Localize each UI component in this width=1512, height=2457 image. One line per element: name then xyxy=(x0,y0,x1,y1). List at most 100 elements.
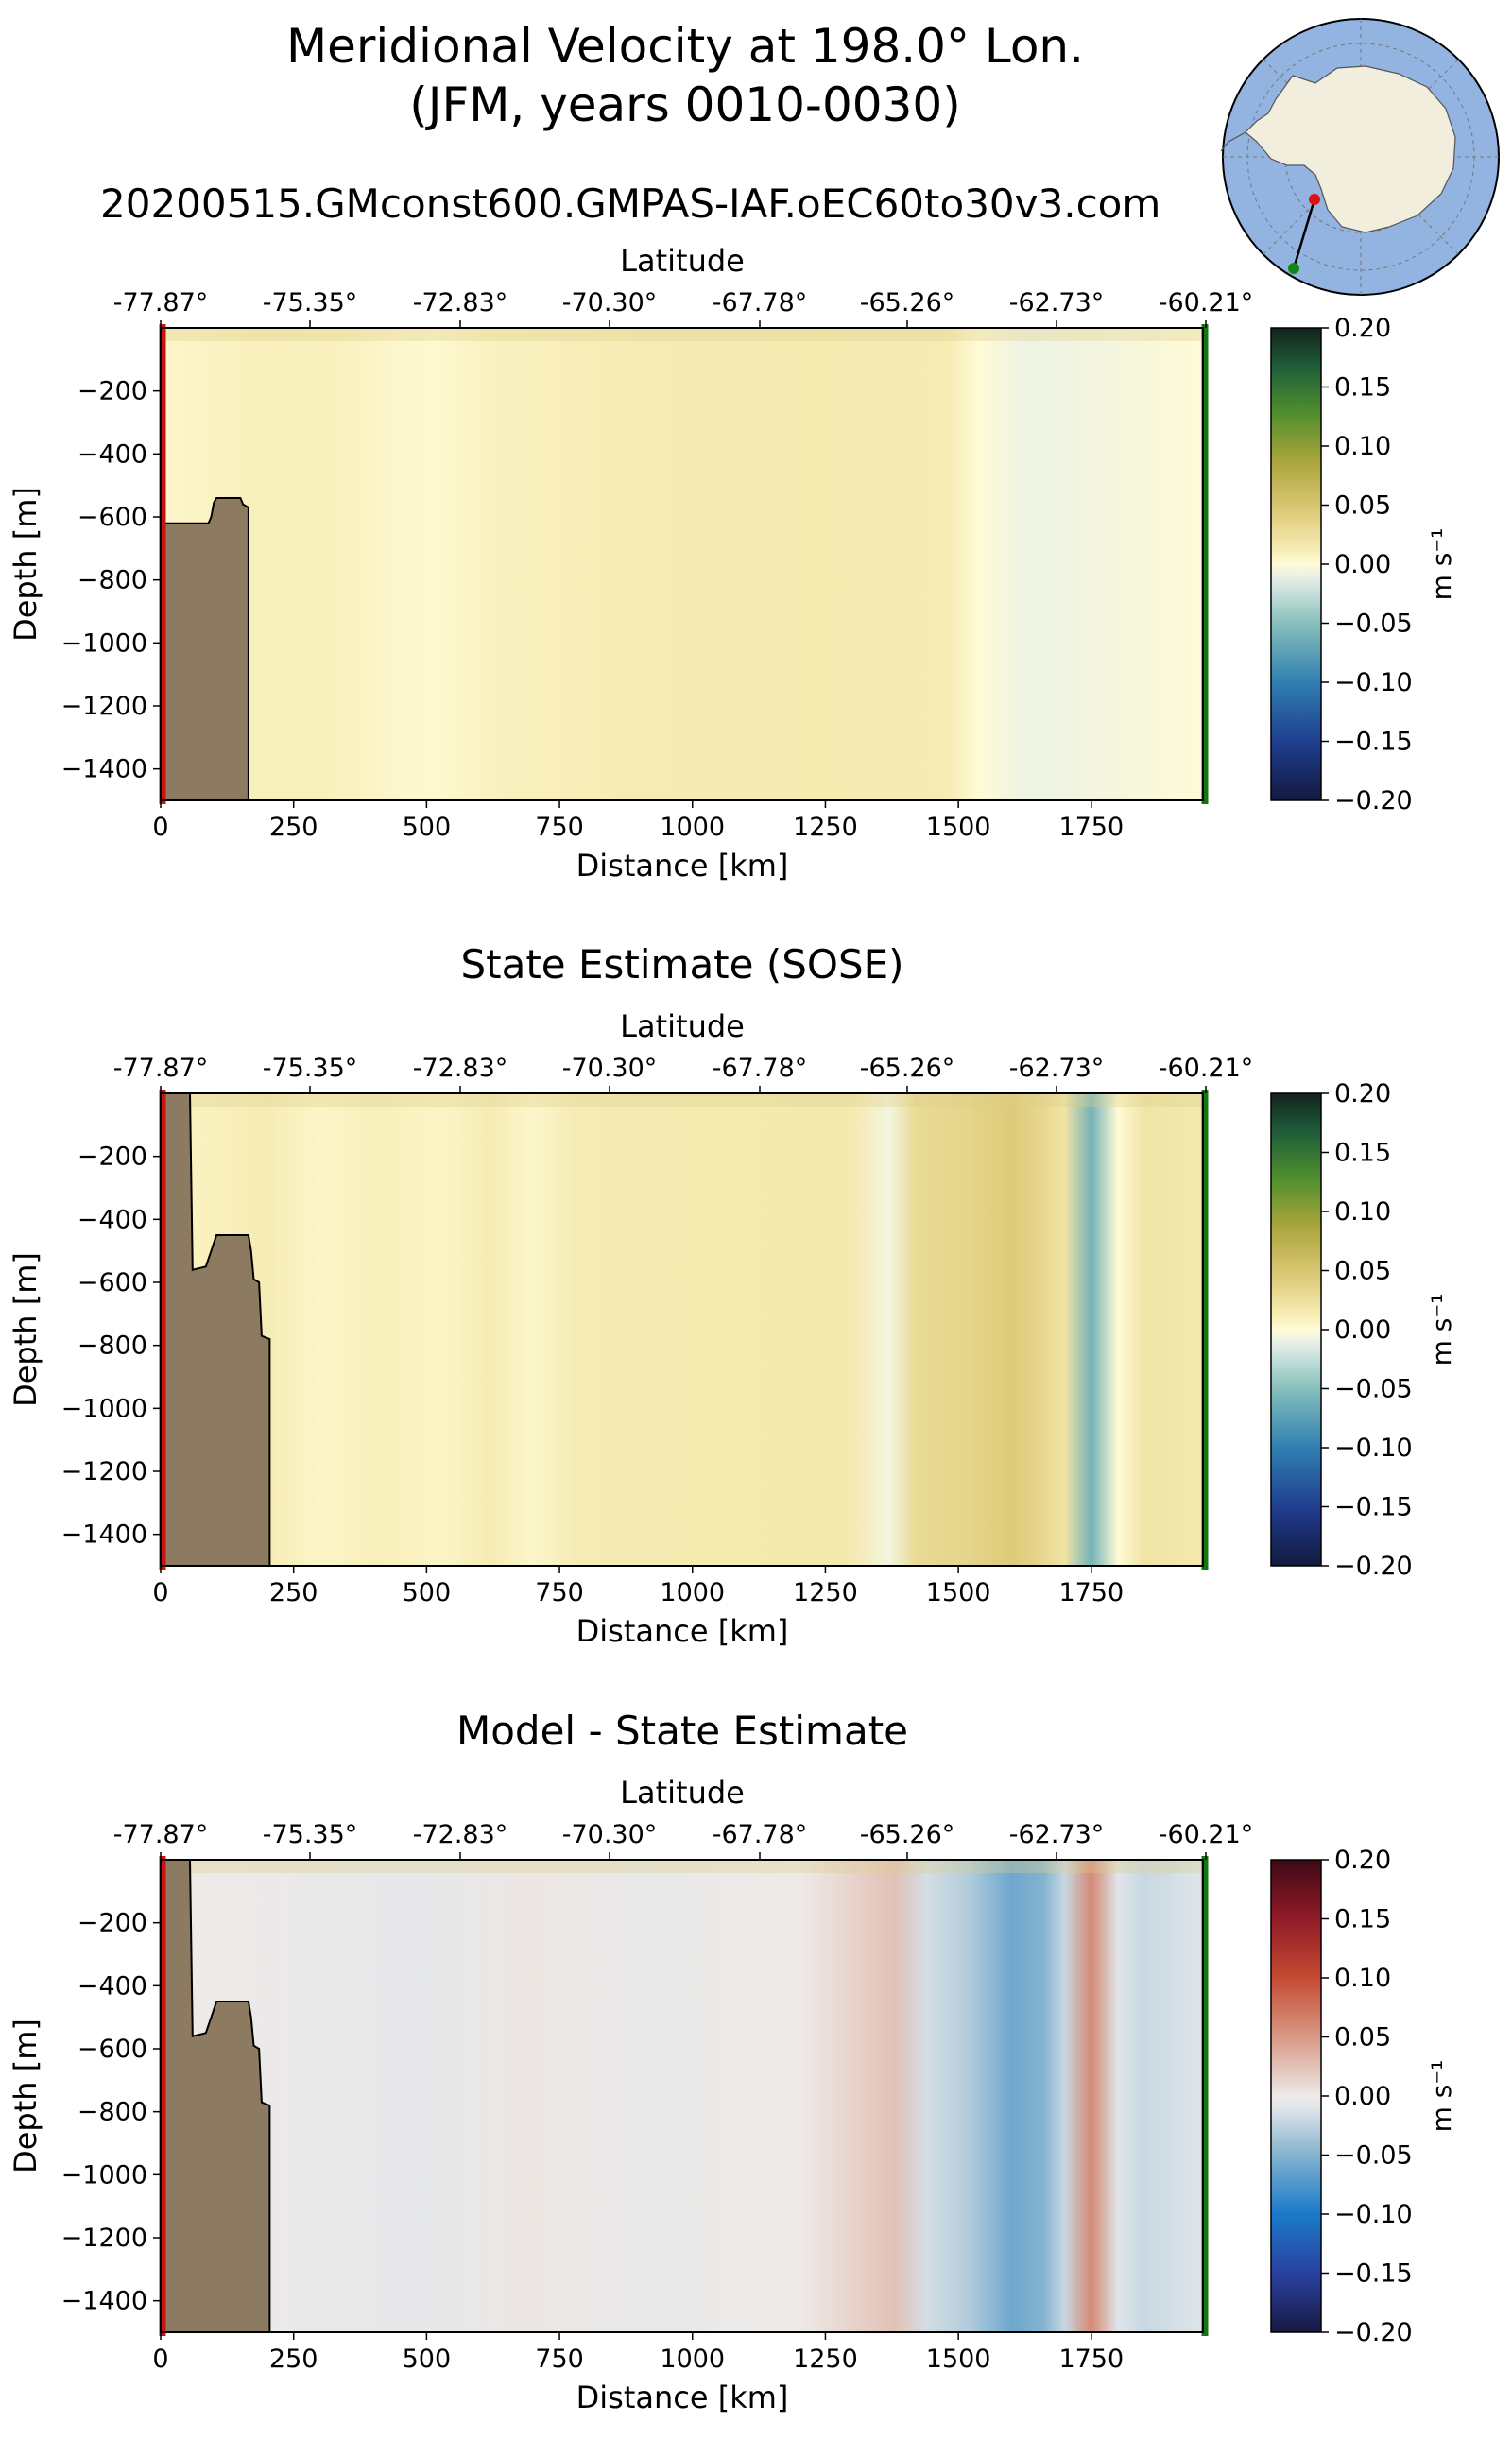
plot-frame xyxy=(160,1859,1204,2333)
lat-tick-label: -75.35° xyxy=(263,1820,358,1849)
colorbar-tick-label: 0.20 xyxy=(1334,314,1391,343)
x-tick-label: 1000 xyxy=(660,813,725,842)
lat-tick-label: -70.30° xyxy=(562,1054,658,1083)
figure-title-line2: (JFM, years 0010-0030) xyxy=(409,77,960,132)
y-tick-label: −400 xyxy=(77,1971,147,2001)
lat-tick-label: -70.30° xyxy=(562,288,658,318)
plot-frame xyxy=(160,327,1204,801)
colorbar-tick-label: −0.20 xyxy=(1334,2318,1413,2347)
x-tick-label: 1250 xyxy=(793,2345,858,2374)
x-tick-label: 750 xyxy=(535,2345,584,2374)
colorbar-tick-label: −0.15 xyxy=(1334,2259,1413,2289)
lat-tick-label: -62.73° xyxy=(1009,1054,1105,1083)
panel-title: Model - State Estimate xyxy=(456,1708,908,1754)
colorbar-tick-label: 0.00 xyxy=(1334,2082,1391,2111)
x-tick-label: 250 xyxy=(269,1578,318,1607)
y-tick-label: −1400 xyxy=(61,755,147,784)
transect-line xyxy=(1292,198,1316,269)
colorbar xyxy=(1270,1092,1322,1567)
surface-layer xyxy=(161,1860,1203,1873)
transect-end-marker xyxy=(1288,263,1299,274)
figure-title-line1: Meridional Velocity at 198.0° Lon. xyxy=(286,19,1084,74)
colorbar-tick-label: 0.05 xyxy=(1334,1257,1391,1286)
x-tick-label: 250 xyxy=(269,813,318,842)
y-tick-label: −800 xyxy=(77,566,147,595)
colorbar-tick-label: 0.15 xyxy=(1334,1139,1391,1168)
y-tick-label: −400 xyxy=(77,439,147,469)
colorbar-tick-label: −0.05 xyxy=(1334,1375,1413,1404)
x-axis-label: Distance [km] xyxy=(576,1613,789,1649)
lat-tick-label: -75.35° xyxy=(263,1054,358,1083)
run-name: 20200515.GMconst600.GMPAS-IAF.oEC60to30v… xyxy=(100,180,1160,227)
colorbar-tick-label: −0.10 xyxy=(1334,668,1413,697)
x-tick-label: 0 xyxy=(152,2345,168,2374)
colorbar-tick-label: −0.10 xyxy=(1334,2200,1413,2229)
seafloor-topography xyxy=(160,1092,271,1567)
lat-tick-label: -72.83° xyxy=(413,1820,508,1849)
x-tick-label: 250 xyxy=(269,2345,318,2374)
lat-tick-label: -62.73° xyxy=(1009,288,1105,318)
seafloor-topography xyxy=(160,1859,271,2333)
x-tick-label: 1000 xyxy=(660,1578,725,1607)
lat-tick-label: -77.87° xyxy=(113,288,209,318)
colorbar-tick-label: 0.00 xyxy=(1334,550,1391,579)
x-tick-label: 1500 xyxy=(926,2345,991,2374)
y-tick-label: −600 xyxy=(77,1268,147,1297)
colorbar-tick-label: −0.20 xyxy=(1334,786,1413,816)
x-tick-label: 500 xyxy=(403,1578,452,1607)
lat-tick-label: -67.78° xyxy=(713,288,808,318)
x-axis-label: Distance [km] xyxy=(576,848,789,884)
colorbar-label: m s⁻¹ xyxy=(1426,528,1457,601)
x-tick-label: 1250 xyxy=(793,1578,858,1607)
top-axis-label: Latitude xyxy=(620,1775,745,1811)
y-tick-label: −1000 xyxy=(61,628,147,658)
inset-map xyxy=(1220,18,1500,296)
x-tick-label: 1750 xyxy=(1058,813,1124,842)
colorbar-tick-label: −0.05 xyxy=(1334,610,1413,639)
y-tick-label: −1200 xyxy=(61,692,147,721)
colorbar-tick-label: −0.10 xyxy=(1334,1434,1413,1463)
lat-tick-label: -65.26° xyxy=(860,1820,955,1849)
y-tick-label: −1400 xyxy=(61,2287,147,2316)
y-tick-label: −1200 xyxy=(61,2224,147,2253)
colorbar-tick-label: 0.15 xyxy=(1334,1905,1391,1934)
x-tick-label: 1000 xyxy=(660,2345,725,2374)
plot-frame xyxy=(160,1092,1204,1567)
y-tick-label: −600 xyxy=(77,503,147,532)
lat-tick-label: -77.87° xyxy=(113,1054,209,1083)
y-tick-label: −1000 xyxy=(61,2160,147,2190)
y-axis-label: Depth [m] xyxy=(8,1252,43,1407)
colorbar-tick-label: 0.15 xyxy=(1334,373,1391,403)
y-tick-label: −1400 xyxy=(61,1521,147,1550)
lat-tick-label: -67.78° xyxy=(713,1054,808,1083)
y-tick-label: −800 xyxy=(77,1332,147,1361)
x-tick-label: 1500 xyxy=(926,1578,991,1607)
colorbar-tick-label: 0.20 xyxy=(1334,1079,1391,1108)
colorbar-tick-label: −0.15 xyxy=(1334,1493,1413,1522)
colorbar-tick-label: 0.10 xyxy=(1334,1197,1391,1227)
x-tick-label: 500 xyxy=(403,813,452,842)
lat-tick-label: -60.21° xyxy=(1159,1054,1254,1083)
x-tick-label: 0 xyxy=(152,813,168,842)
x-tick-label: 750 xyxy=(535,813,584,842)
lat-tick-label: -72.83° xyxy=(413,1054,508,1083)
colorbar-tick-label: 0.00 xyxy=(1334,1315,1391,1345)
lat-tick-label: -67.78° xyxy=(713,1820,808,1849)
lat-tick-label: -60.21° xyxy=(1159,1820,1254,1849)
y-tick-label: −400 xyxy=(77,1205,147,1234)
y-tick-label: −200 xyxy=(77,1143,147,1172)
antarctica-shape xyxy=(1245,65,1456,233)
top-axis-label: Latitude xyxy=(620,1008,745,1044)
colorbar-tick-label: 0.10 xyxy=(1334,432,1391,461)
y-tick-label: −200 xyxy=(77,1909,147,1938)
colorbar-tick-label: −0.15 xyxy=(1334,728,1413,757)
lat-tick-label: -72.83° xyxy=(413,288,508,318)
lat-tick-label: -62.73° xyxy=(1009,1820,1105,1849)
surface-layer xyxy=(161,1093,1203,1107)
colorbar-tick-label: 0.20 xyxy=(1334,1846,1391,1875)
colorbar-label: m s⁻¹ xyxy=(1426,1294,1457,1366)
lat-tick-label: -77.87° xyxy=(113,1820,209,1849)
transect-start-marker xyxy=(1309,194,1320,205)
colorbar xyxy=(1270,327,1322,801)
